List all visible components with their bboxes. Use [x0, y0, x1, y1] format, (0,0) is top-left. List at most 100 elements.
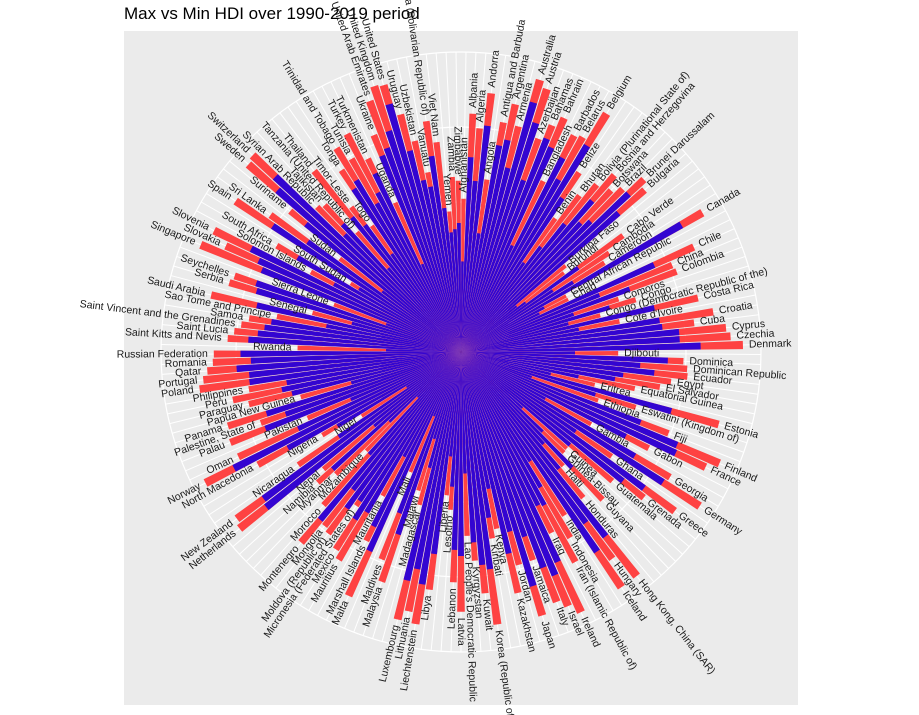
bar-min	[255, 287, 461, 352]
bar-min	[461, 261, 464, 352]
bar-min	[420, 263, 461, 352]
bar-min	[387, 267, 461, 352]
bar-min	[291, 352, 461, 396]
bar-min	[249, 352, 461, 386]
bar-min	[396, 352, 461, 514]
bar-min	[461, 301, 527, 352]
bar-min	[403, 352, 461, 582]
category-label: Liberia	[437, 500, 452, 533]
bar-min	[343, 233, 461, 352]
bar-min	[461, 352, 655, 376]
bar-min	[272, 174, 461, 352]
bar-min	[390, 252, 461, 352]
category-label: Russian Federation	[117, 348, 208, 361]
bar-min	[296, 255, 461, 352]
bar-min	[461, 198, 595, 352]
bar-min	[372, 172, 461, 352]
bar-min	[461, 351, 576, 355]
bar-min	[461, 312, 575, 352]
bar-min	[461, 191, 631, 352]
bar-min	[461, 292, 601, 352]
bar-min	[461, 352, 637, 459]
bar-min	[461, 221, 684, 352]
bar-min	[358, 287, 461, 352]
bar-min	[248, 352, 461, 379]
bar-min	[461, 352, 665, 486]
category-label: Angola	[482, 140, 499, 174]
bar-min	[461, 266, 580, 352]
category-label: Algeria	[474, 89, 489, 123]
bar-min	[265, 352, 461, 417]
bar-min	[385, 129, 461, 352]
category-label: Lesotho	[441, 515, 455, 553]
bar-min	[461, 352, 600, 554]
bar-min	[449, 232, 461, 352]
bar-min	[461, 262, 656, 352]
bar-min	[461, 156, 566, 352]
bar-min	[451, 352, 461, 550]
bar-min	[461, 305, 611, 352]
bar-min	[458, 352, 464, 557]
bar-min	[461, 352, 545, 446]
bar-min	[344, 352, 461, 510]
bar-min	[461, 305, 655, 352]
chart-title: Max vs Min HDI over 1990-2019 period	[124, 4, 420, 23]
bar-min	[379, 154, 461, 352]
bar-min	[461, 352, 477, 543]
category-label: Saint Lucia	[176, 320, 229, 337]
bar-min	[286, 352, 461, 386]
bar-min	[351, 321, 461, 352]
bar-min	[461, 352, 524, 409]
bar-min	[461, 352, 642, 426]
category-label: Djibouti	[624, 347, 659, 359]
bar-min	[461, 261, 526, 352]
bar-min	[281, 352, 461, 393]
bar-min	[413, 352, 461, 570]
bar-min	[428, 186, 461, 352]
bar-min	[461, 352, 673, 415]
bar-min	[461, 342, 701, 352]
bar-min	[261, 352, 461, 502]
min-bars	[232, 101, 701, 587]
bar-min	[336, 352, 461, 428]
bar-min	[461, 101, 538, 352]
bar-min	[461, 352, 646, 491]
bar-min	[386, 349, 461, 352]
bar-min	[461, 289, 554, 352]
bar-min	[306, 239, 461, 352]
bar-min	[461, 352, 512, 555]
bar-min	[420, 179, 461, 352]
bar-min	[350, 215, 461, 352]
bar-min	[461, 233, 481, 352]
bar-min	[461, 125, 491, 352]
bar-min	[416, 352, 461, 398]
bar-min	[317, 352, 461, 522]
bar-min	[375, 191, 461, 352]
bar-min	[461, 143, 591, 352]
bar-min	[433, 352, 461, 417]
bar-min	[461, 352, 624, 378]
bar-min	[418, 352, 461, 585]
bar-min	[350, 352, 461, 385]
bar-min	[461, 352, 641, 369]
bar-min	[442, 207, 461, 352]
bar-min	[461, 219, 593, 352]
bar-min	[461, 352, 537, 587]
category-label: Rwanda	[253, 341, 292, 354]
bar-min	[461, 352, 572, 447]
category-label: Latvia	[455, 618, 467, 646]
bar-min	[461, 323, 663, 352]
category-label: Kenya	[492, 533, 510, 565]
bar-min	[363, 223, 461, 352]
bar-min	[232, 352, 461, 472]
category-label: Peru	[204, 395, 228, 411]
category-label: Samoa	[209, 306, 244, 323]
category-label: Czechia	[736, 328, 775, 342]
category-label: Fiji	[672, 430, 689, 446]
category-label: Cuba	[699, 313, 726, 328]
bar-min	[326, 323, 461, 352]
bar-min	[364, 352, 461, 514]
bar-min	[461, 352, 541, 507]
bar-min	[461, 146, 555, 352]
bar-min	[461, 352, 547, 507]
